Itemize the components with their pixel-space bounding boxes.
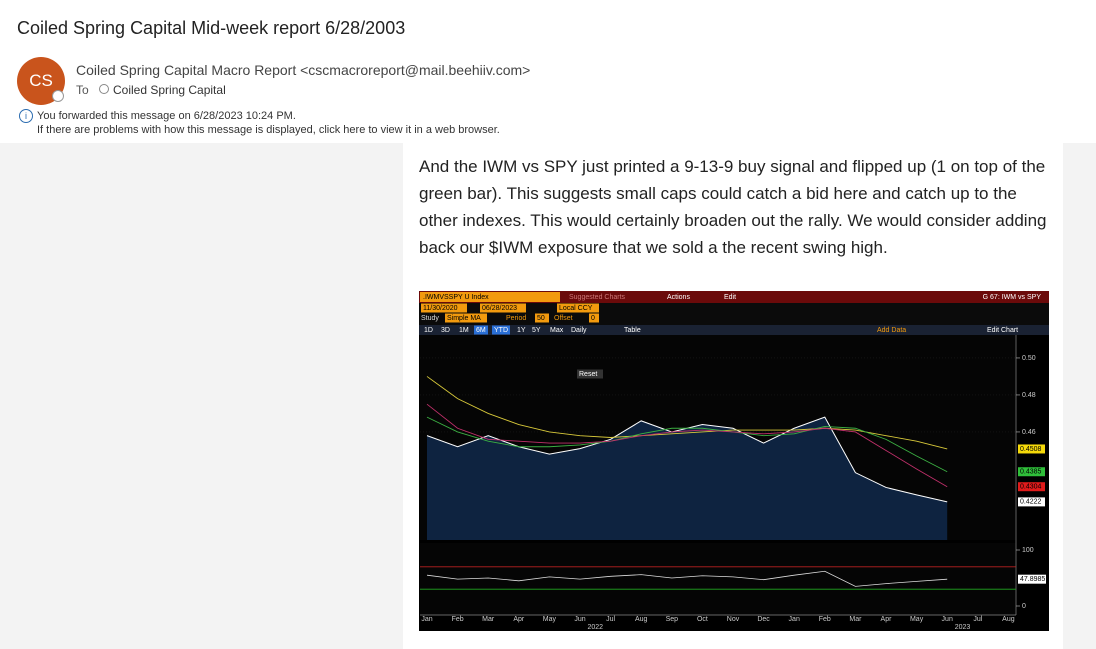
series-line xyxy=(426,403,948,488)
x-tick-label: Oct xyxy=(697,616,708,623)
chart-title: G 67: IWM vs SPY xyxy=(983,294,1042,301)
y-tick-label: 0.48 xyxy=(1022,392,1036,399)
y-tick-label: 0.46 xyxy=(1022,429,1036,436)
toolbar-item: Period xyxy=(506,315,526,322)
to-label: To xyxy=(76,83,89,97)
y-tick-label: 0 xyxy=(1022,603,1026,610)
toolbar-item: 3D xyxy=(441,327,450,334)
toolbar-field xyxy=(492,325,510,335)
last-value-label: 0.4304 xyxy=(1020,484,1042,491)
year-label: 2023 xyxy=(955,624,971,631)
y-tick-label: 100 xyxy=(1022,547,1034,554)
last-value-label: 0.4222 xyxy=(1020,499,1042,506)
toolbar-item: Reset xyxy=(579,371,597,378)
x-tick-label: Feb xyxy=(452,616,464,623)
toolbar-item: Max xyxy=(550,327,564,334)
toolbar-field xyxy=(445,313,487,323)
x-tick-label: Mar xyxy=(849,616,862,623)
toolbar-item: Edit xyxy=(724,294,736,301)
series-line xyxy=(426,376,948,450)
series-line xyxy=(426,416,948,473)
subject: Coiled Spring Capital Mid-week report 6/… xyxy=(17,18,406,38)
year-label: 2022 xyxy=(588,624,604,631)
last-value-label: 47.8985 xyxy=(1020,576,1045,583)
avatar: CS xyxy=(17,57,65,105)
toolbar-item: Study xyxy=(421,315,439,322)
recipient-icon xyxy=(99,84,109,94)
x-tick-label: May xyxy=(543,616,557,623)
toolbar-item: Simple MA xyxy=(447,315,481,322)
toolbar-item: Suggested Charts xyxy=(569,294,626,301)
toolbar-item: Daily xyxy=(571,327,587,334)
display-notice[interactable]: If there are problems with how this mess… xyxy=(37,124,500,136)
toolbar-item: Actions xyxy=(667,294,690,301)
x-tick-label: Jun xyxy=(942,616,953,623)
x-tick-label: Aug xyxy=(635,616,648,623)
price-area xyxy=(427,417,948,540)
toolbar-item: Local CCY xyxy=(559,305,593,312)
x-tick-label: Jul xyxy=(973,616,982,623)
toolbar-field xyxy=(535,313,549,323)
chart: G 67: IWM vs SPY .IWMVSSPY U Index Sugges… xyxy=(419,291,1049,631)
ticker-box xyxy=(420,292,560,302)
last-value-label: 0.4508 xyxy=(1020,446,1042,453)
toolbar-field xyxy=(557,303,599,313)
x-tick-label: Feb xyxy=(819,616,831,623)
toolbar-item: Table xyxy=(624,327,641,334)
toolbar-field xyxy=(421,303,467,313)
toolbar-item: 5Y xyxy=(532,327,541,334)
title-bar xyxy=(419,291,1049,303)
toolbar-field xyxy=(589,313,599,323)
x-tick-label: Nov xyxy=(727,616,740,623)
toolbar-item: Edit Chart xyxy=(987,327,1018,334)
x-tick-label: May xyxy=(910,616,924,623)
x-tick-label: Jul xyxy=(606,616,615,623)
range-bar xyxy=(419,325,1049,335)
toolbar-item: 11/30/2020 xyxy=(423,305,458,312)
last-value-tag xyxy=(1018,574,1046,584)
last-value-tag xyxy=(1018,444,1045,454)
toolbar-item: 6M xyxy=(476,327,486,334)
info-icon: i xyxy=(19,109,33,123)
toolbar-item: .IWMVSSPY U Index xyxy=(423,294,489,301)
x-tick-label: Jan xyxy=(789,616,800,623)
y-tick-label: 0.50 xyxy=(1022,355,1036,362)
x-tick-label: Apr xyxy=(881,616,893,623)
presence-icon xyxy=(52,90,64,102)
last-value-tag xyxy=(1018,482,1045,492)
last-value-label: 0.4385 xyxy=(1020,469,1042,476)
x-tick-label: Aug xyxy=(1002,616,1015,623)
toolbar-item: YTD xyxy=(494,327,508,334)
toolbar-item: 50 xyxy=(537,315,545,322)
recipient[interactable]: Coiled Spring Capital xyxy=(113,83,226,97)
last-value-tag xyxy=(1018,467,1045,477)
toolbar-field xyxy=(577,369,603,379)
x-tick-label: Mar xyxy=(482,616,495,623)
toolbar-item: Offset xyxy=(554,315,573,322)
x-tick-label: Dec xyxy=(757,616,770,623)
toolbar-item: 1M xyxy=(459,327,469,334)
toolbar-item: 1Y xyxy=(517,327,526,334)
oscillator-area xyxy=(420,543,1016,615)
x-tick-label: Jan xyxy=(421,616,432,623)
message-body: And the IWM vs SPY just printed a 9-13-9… xyxy=(419,157,1047,257)
forwarded-notice: You forwarded this message on 6/28/2023 … xyxy=(37,110,296,122)
oscillator-line xyxy=(426,570,948,587)
last-value-tag xyxy=(1018,497,1045,507)
x-tick-label: Apr xyxy=(513,616,525,623)
toolbar-item: 1D xyxy=(424,327,433,334)
x-tick-label: Jun xyxy=(574,616,585,623)
toolbar-item: 0 xyxy=(591,315,595,322)
toolbar-item: Add Data xyxy=(877,327,906,334)
x-tick-label: Sep xyxy=(666,616,679,623)
sender[interactable]: Coiled Spring Capital Macro Report <cscm… xyxy=(76,62,531,78)
toolbar-field xyxy=(474,325,488,335)
toolbar-field xyxy=(480,303,526,313)
toolbar-item: 06/28/2023 xyxy=(482,305,517,312)
